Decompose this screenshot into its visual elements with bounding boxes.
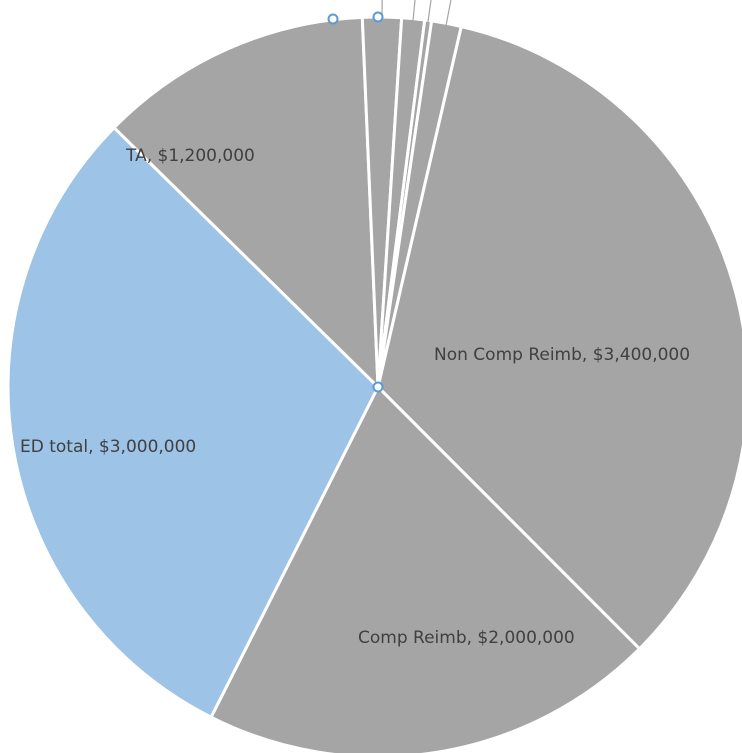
leader-line-small-8 [444,0,452,30]
data-label-non-comp-reimb[interactable]: Non Comp Reimb, $3,400,000 [434,345,690,365]
pie-slice-ed-total[interactable] [6,126,380,719]
selection-handle-2[interactable] [327,13,339,25]
pie-slice-non-comp-reimb[interactable] [376,24,742,651]
selection-handle-1[interactable] [372,381,384,393]
pie-slice-comp-reimb[interactable] [209,385,641,753]
data-label-comp-reimb[interactable]: Comp Reimb, $2,000,000 [358,628,575,648]
selection-handles [327,11,384,393]
data-label-ed-total[interactable]: ED total, $3,000,000 [20,437,196,457]
selection-handle-3[interactable] [372,11,384,23]
data-labels: Non Comp Reimb, $3,400,000 Comp Reimb, $2… [20,146,690,648]
leader-line-small-7 [426,0,432,27]
leader-line-small-6 [412,0,416,25]
data-label-ta[interactable]: TA, $1,200,000 [125,146,255,166]
